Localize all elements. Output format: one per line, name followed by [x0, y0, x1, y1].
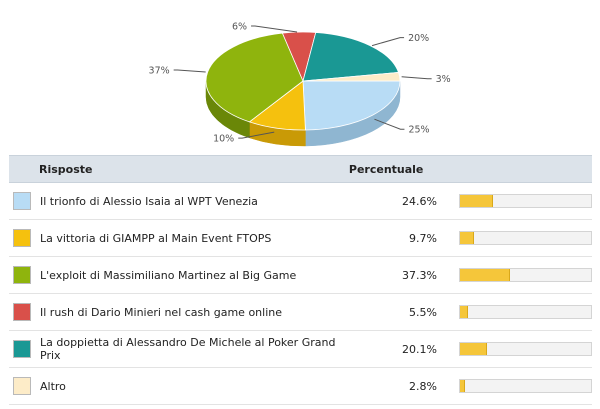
- pie-chart-area: 25% 10% 37% 6% 20% 3%: [0, 0, 600, 152]
- percent-bar: [458, 231, 592, 245]
- percent-bar: [458, 305, 592, 319]
- table-row: Altro 2.8%: [9, 367, 592, 405]
- pie-data-label: 6%: [232, 22, 247, 33]
- percent-value: 5.5%: [348, 293, 459, 331]
- pie-slice: [302, 32, 400, 82]
- answer-label: L'exploit di Massimiliano Martinez al Bi…: [40, 256, 349, 294]
- table-header-row: Risposte Percentuale: [9, 155, 592, 183]
- pie-slice: [205, 32, 304, 123]
- percent-bar-fill: [459, 343, 488, 355]
- percent-bar-fill: [459, 269, 510, 281]
- pie-leader-line: [238, 131, 275, 139]
- header-percent: Percentuale: [348, 155, 459, 183]
- table-row: La doppietta di Alessandro De Michele al…: [9, 330, 592, 368]
- color-swatch: [13, 192, 31, 210]
- pie-slice: [302, 71, 401, 82]
- table-row: L'exploit di Massimiliano Martinez al Bi…: [9, 256, 592, 294]
- pie-data-label: 37%: [149, 65, 170, 76]
- table-row: Il trionfo di Alessio Isaia al WPT Venez…: [9, 182, 592, 220]
- header-bar: [458, 155, 592, 183]
- pie-data-label: 25%: [408, 125, 429, 136]
- pie-chart: 25% 10% 37% 6% 20% 3%: [149, 22, 451, 147]
- percent-bar-fill: [459, 232, 474, 244]
- answer-label: Altro: [40, 367, 349, 405]
- percent-value: 24.6%: [348, 182, 459, 220]
- color-swatch: [13, 303, 31, 321]
- percent-value: 20.1%: [348, 330, 459, 368]
- percent-bar: [458, 379, 592, 393]
- percent-bar-fill: [459, 195, 494, 207]
- answer-label: La vittoria di GIAMPP al Main Event FTOP…: [40, 219, 349, 257]
- color-swatch: [13, 377, 31, 395]
- answer-label: Il trionfo di Alessio Isaia al WPT Venez…: [40, 182, 349, 220]
- color-swatch: [13, 340, 31, 358]
- results-table: Risposte Percentuale Il trionfo di Aless…: [9, 155, 592, 405]
- pie-data-label: 10%: [213, 134, 234, 145]
- pie-leader-line: [371, 37, 405, 47]
- pie-leader-line: [374, 118, 405, 130]
- table-row: La vittoria di GIAMPP al Main Event FTOP…: [9, 219, 592, 257]
- pie-slice: [302, 80, 401, 131]
- percent-bar: [458, 268, 592, 282]
- percent-bar-fill: [459, 306, 469, 318]
- header-answers: Risposte: [9, 155, 349, 183]
- answer-label: La doppietta di Alessandro De Michele al…: [40, 330, 349, 368]
- percent-bar: [458, 342, 592, 356]
- color-swatch: [13, 229, 31, 247]
- pie-leader-line: [251, 25, 298, 33]
- pie-data-label: 3%: [436, 74, 451, 85]
- color-swatch: [13, 266, 31, 284]
- pie-data-label: 20%: [408, 33, 429, 44]
- table-row: Il rush di Dario Minieri nel cash game o…: [9, 293, 592, 331]
- pie-leader-line: [173, 69, 206, 73]
- percent-bar-fill: [459, 380, 465, 392]
- answer-label: Il rush di Dario Minieri nel cash game o…: [40, 293, 349, 331]
- percent-value: 9.7%: [348, 219, 459, 257]
- percent-value: 37.3%: [348, 256, 459, 294]
- percent-bar: [458, 194, 592, 208]
- percent-value: 2.8%: [348, 367, 459, 405]
- pie-leader-line: [401, 76, 432, 80]
